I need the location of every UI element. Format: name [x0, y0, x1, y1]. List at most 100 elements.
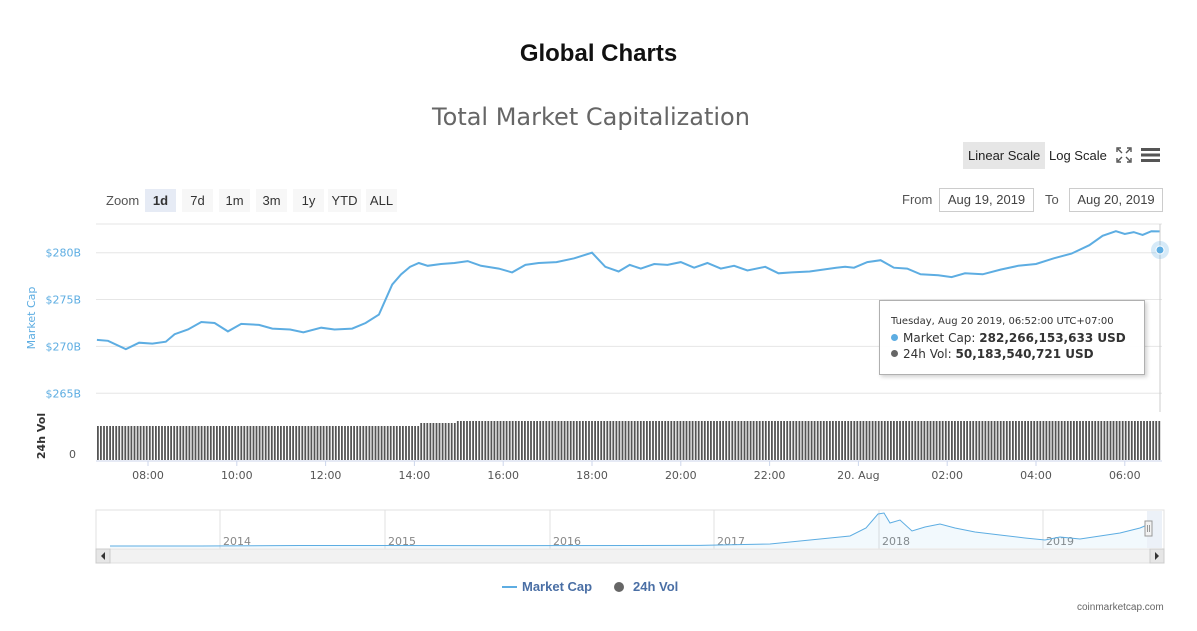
- volume-bar: [737, 421, 740, 460]
- navigator-selection[interactable]: [1147, 511, 1162, 548]
- volume-bar: [755, 421, 758, 460]
- volume-bar: [222, 426, 224, 460]
- volume-bar: [719, 421, 721, 460]
- navigator-handle[interactable]: [1144, 520, 1153, 537]
- volume-bar: [923, 421, 926, 460]
- volume-bar: [1103, 421, 1106, 460]
- volume-bar: [432, 423, 435, 460]
- volume-bar: [142, 426, 145, 460]
- volume-bar: [530, 421, 532, 460]
- tooltip-header: Tuesday, Aug 20 2019, 06:52:00 UTC+07:00: [891, 316, 1114, 327]
- volume-bar: [1118, 421, 1121, 460]
- volume-bar: [944, 421, 947, 460]
- zoom-all-button[interactable]: ALL: [366, 189, 397, 212]
- zoom-1y-button[interactable]: 1y: [293, 189, 324, 212]
- volume-bar: [280, 426, 282, 460]
- legend-market-cap[interactable]: Market Cap: [522, 579, 593, 594]
- volume-bar: [572, 421, 575, 460]
- from-date-input[interactable]: Aug 19, 2019: [939, 188, 1034, 212]
- volume-bar: [1045, 421, 1048, 460]
- volume-bar: [862, 421, 865, 460]
- volume-bar: [100, 426, 102, 460]
- scrollbar-track[interactable]: [95, 548, 1165, 564]
- volume-bar: [1079, 421, 1081, 460]
- volume-bar: [1130, 421, 1133, 460]
- zoom-ytd-button[interactable]: YTD: [328, 189, 361, 212]
- volume-bar: [615, 421, 618, 460]
- volume-bar: [621, 421, 624, 460]
- chevron-left-icon: [101, 552, 105, 560]
- zoom-3m-button[interactable]: 3m: [256, 189, 287, 212]
- volume-bar: [377, 426, 380, 460]
- volume-bar: [185, 426, 188, 460]
- volume-bar: [627, 421, 630, 460]
- volume-bar: [777, 421, 779, 460]
- legend-24h-vol[interactable]: 24h Vol: [633, 579, 679, 594]
- volume-bar: [392, 426, 395, 460]
- volume-bar: [905, 421, 907, 460]
- volume-bar: [954, 421, 956, 460]
- volume-bar: [642, 421, 645, 460]
- volume-bar: [789, 421, 792, 460]
- volume-bar: [228, 426, 230, 460]
- volume-bar: [514, 421, 517, 460]
- volume-bar: [563, 421, 566, 460]
- zoom-1m-button[interactable]: 1m: [219, 189, 250, 212]
- volume-bar: [996, 421, 999, 460]
- volume-bar: [798, 421, 801, 460]
- volume-bar: [868, 421, 871, 460]
- fullscreen-icon[interactable]: [1116, 147, 1132, 163]
- volume-bar: [963, 421, 965, 460]
- chart-tooltip: Tuesday, Aug 20 2019, 06:52:00 UTC+07:00…: [879, 300, 1145, 375]
- volume-bar: [917, 421, 920, 460]
- navigator-series-area: [110, 513, 1147, 548]
- volume-bar: [499, 421, 502, 460]
- y-axis-label-market-cap: Market Cap: [25, 287, 38, 350]
- volume-bar: [853, 421, 856, 460]
- volume-bar: [670, 421, 673, 460]
- volume-bar: [578, 421, 581, 460]
- volume-bar: [1021, 421, 1023, 460]
- x-tick-label: 08:00: [132, 469, 164, 482]
- chart-title: Total Market Capitalization: [432, 103, 750, 131]
- volume-bar: [1112, 421, 1115, 460]
- volume-bar: [636, 421, 639, 460]
- volume-bar: [417, 426, 420, 460]
- volume-bar: [130, 426, 133, 460]
- y-tick-label: $270B: [45, 340, 81, 353]
- volume-bar: [1060, 421, 1063, 460]
- volume-bar: [261, 426, 264, 460]
- volume-bar: [673, 421, 676, 460]
- zoom-1d-button[interactable]: 1d: [145, 189, 176, 212]
- hover-point: [1155, 245, 1165, 255]
- volume-bar: [502, 421, 505, 460]
- volume-bar: [1137, 421, 1139, 460]
- volume-bar: [972, 421, 975, 460]
- volume-bar: [612, 421, 615, 460]
- volume-bar: [548, 421, 551, 460]
- volume-bar: [341, 426, 343, 460]
- zoom-7d-button[interactable]: 7d: [182, 189, 213, 212]
- volume-bar: [328, 426, 331, 460]
- log-scale-button[interactable]: Log Scale: [1049, 148, 1107, 163]
- volume-bar: [731, 421, 734, 460]
- volume-bar: [542, 421, 545, 460]
- volume-bar: [441, 423, 444, 460]
- volume-bar: [743, 421, 746, 460]
- linear-scale-button[interactable]: Linear Scale: [963, 142, 1046, 169]
- y-tick-label: $265B: [45, 387, 81, 400]
- volume-bar: [926, 421, 929, 460]
- volume-bar: [829, 421, 831, 460]
- volume-bar: [761, 421, 764, 460]
- volume-bar: [902, 421, 904, 460]
- volume-bar: [277, 426, 279, 460]
- volume-bar: [1134, 421, 1136, 460]
- volume-bar: [935, 421, 938, 460]
- volume-bar: [283, 426, 285, 460]
- volume-bar: [511, 421, 514, 460]
- volume-bar: [426, 423, 429, 460]
- credit-link[interactable]: coinmarketcap.com: [1077, 602, 1164, 613]
- hamburger-menu-icon[interactable]: [1141, 147, 1160, 163]
- volume-bar: [231, 426, 233, 460]
- to-date-input[interactable]: Aug 20, 2019: [1069, 188, 1163, 212]
